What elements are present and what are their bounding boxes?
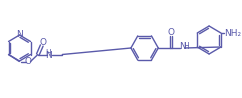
Text: N: N (16, 30, 23, 39)
Text: O: O (25, 57, 32, 66)
Text: O: O (167, 28, 174, 37)
Text: O: O (39, 38, 46, 47)
Text: H: H (183, 41, 189, 50)
Text: N: N (45, 51, 52, 60)
Text: H: H (46, 49, 52, 58)
Text: N: N (179, 41, 186, 50)
Text: NH₂: NH₂ (224, 29, 241, 38)
